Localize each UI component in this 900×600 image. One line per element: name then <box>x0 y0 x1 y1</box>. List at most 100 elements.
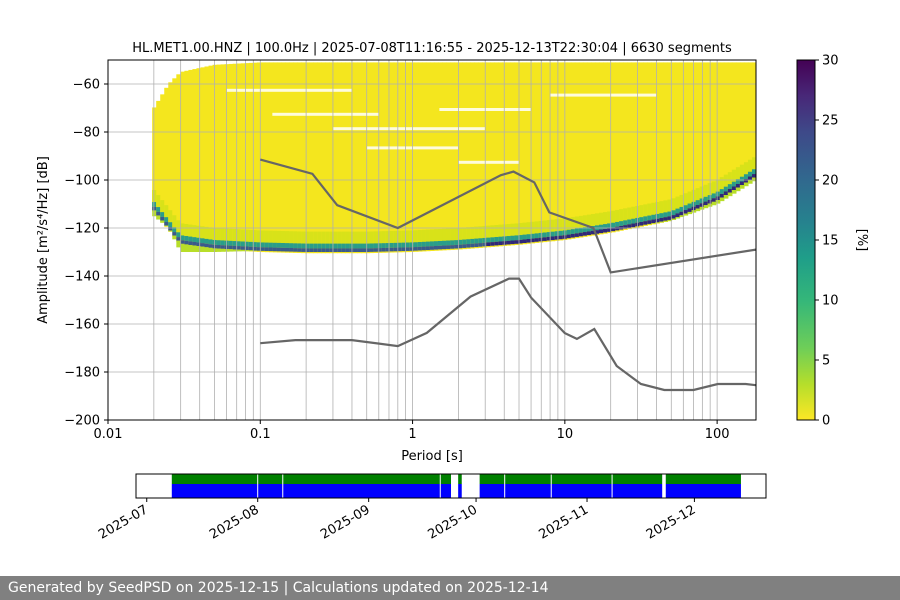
pdf-cell <box>373 243 379 249</box>
pdf-cell <box>244 246 250 251</box>
pdf-cell <box>212 64 218 250</box>
pdf-cell <box>264 247 270 251</box>
pdf-cell <box>377 231 383 244</box>
pdf-cell <box>687 62 693 214</box>
pdf-cell <box>353 243 359 249</box>
pdf-cell <box>393 247 399 252</box>
pdf-cell <box>437 245 443 250</box>
pdf-cell <box>542 62 548 243</box>
pdf-cell <box>216 248 222 252</box>
pdf-cell <box>377 243 383 249</box>
pdf-cell <box>224 240 230 246</box>
pdf-cell <box>442 228 447 241</box>
pdf-cell <box>727 192 733 197</box>
pdf-cell <box>627 219 632 225</box>
pdf-cell <box>232 229 238 242</box>
pdf-cell <box>514 62 520 245</box>
pdf-cell <box>329 231 334 244</box>
pdf-cell <box>627 62 632 230</box>
pdf-cell <box>607 223 612 229</box>
pdf-cell <box>574 228 580 234</box>
pdf-cell <box>345 231 351 244</box>
pdf-cell <box>293 62 298 253</box>
x-axis-ticks: 0.01 0.1 1 10 100 <box>94 420 730 442</box>
footer-text: Generated by SeedPSD on 2025-12-15 | Cal… <box>0 576 900 600</box>
pdf-cell <box>679 211 685 216</box>
pdf-cell <box>236 63 242 251</box>
grid-lines <box>108 60 756 420</box>
pdf-cell <box>192 237 198 242</box>
colorbar-ticks: 0 5 10 15 20 25 30 <box>815 54 839 429</box>
pdf-cell <box>212 228 218 241</box>
pdf-cell <box>156 195 161 208</box>
pdf-cell <box>719 62 725 199</box>
pdf-cell <box>381 243 387 248</box>
pdf-cell <box>695 62 701 210</box>
pdf-cell <box>550 219 556 232</box>
pdf-cell <box>550 231 556 237</box>
pdf-cell <box>172 235 177 240</box>
pdf-cell <box>655 222 660 224</box>
pdf-cell <box>268 247 274 252</box>
pdf-cell <box>619 62 624 231</box>
pdf-cell <box>566 234 572 239</box>
pdf-cell <box>297 62 302 254</box>
pdf-cell <box>240 249 246 252</box>
pdf-cell <box>208 65 214 250</box>
pdf-cell <box>280 62 286 253</box>
pdf-cell <box>490 225 495 238</box>
pdf-cell <box>397 242 403 248</box>
pdf-cell <box>240 241 246 247</box>
pdf-cell <box>594 213 600 226</box>
pdf-cell <box>558 218 564 231</box>
pdf-cell <box>627 224 632 228</box>
pdf-cell <box>393 62 399 253</box>
pdf-cell <box>305 62 310 254</box>
pdf-cell <box>619 221 624 226</box>
pdf-cell <box>309 62 314 254</box>
pdf-cell <box>357 243 363 249</box>
pdf-cell <box>397 247 403 252</box>
pdf-cell <box>731 190 737 194</box>
pdf-cell <box>502 62 508 246</box>
pdf-cell <box>369 62 375 254</box>
pdf-cell <box>429 229 435 242</box>
pdf-cell <box>522 62 528 245</box>
pdf-gap-streak <box>226 88 352 92</box>
pdf-cell <box>506 224 512 237</box>
pdf-cell <box>341 243 346 249</box>
colorbar-tick-label: 15 <box>822 234 839 249</box>
y-tick-label: −200 <box>64 414 100 429</box>
pdf-cell <box>301 231 306 244</box>
pdf-cell <box>401 247 407 252</box>
pdf-cell <box>675 208 681 214</box>
pdf-cell <box>297 243 302 249</box>
pdf-cell <box>454 228 459 241</box>
pdf-cell <box>735 187 741 192</box>
pdf-cell <box>534 62 540 243</box>
pdf-cell <box>655 62 660 224</box>
pdf-cell <box>711 198 717 202</box>
pdf-cell <box>675 62 681 219</box>
pdf-cell <box>293 248 298 252</box>
pdf-cell <box>365 231 371 244</box>
pdf-cell <box>168 227 173 231</box>
pdf-cell <box>651 219 656 224</box>
colorbar <box>796 59 816 421</box>
pdf-cell <box>747 159 753 172</box>
pdf-cell <box>683 210 689 214</box>
pdf-cell <box>272 62 278 253</box>
pdf-cell <box>462 239 467 245</box>
pdf-cell <box>458 227 463 240</box>
pdf-cell <box>373 62 379 253</box>
pdf-cell <box>252 62 258 252</box>
pdf-cell <box>683 213 689 216</box>
pdf-cell <box>220 248 226 252</box>
pdf-cell <box>450 228 455 241</box>
pdf-cell <box>369 248 375 252</box>
pdf-cell <box>578 227 584 233</box>
pdf-cell <box>377 248 383 252</box>
pdf-cell <box>751 177 756 182</box>
pdf-cell <box>373 248 379 252</box>
pdf-cell <box>329 62 334 254</box>
